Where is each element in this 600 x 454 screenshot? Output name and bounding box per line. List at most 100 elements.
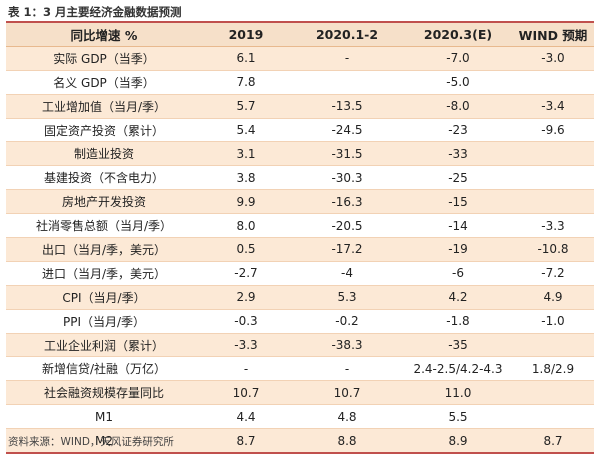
value-2019: 8.0 bbox=[202, 213, 290, 239]
table-row: M1 4.4 4.8 5.5 bbox=[6, 404, 594, 430]
row-label: 社会融资规模存量同比 bbox=[6, 380, 202, 406]
value-2019: 6.1 bbox=[202, 46, 290, 71]
value-2020-jan-feb: -20.5 bbox=[290, 213, 404, 239]
value-2020-jan-feb: 4.8 bbox=[290, 404, 404, 430]
value-wind-expectation: 8.7 bbox=[512, 428, 594, 454]
table-row: M2 8.7 8.8 8.9 8.7 bbox=[6, 428, 594, 454]
table-row: 实际 GDP（当季） 6.1- -7.0 -3.0 bbox=[6, 46, 594, 71]
value-2019: -0.3 bbox=[202, 309, 290, 334]
value-2020-jan-feb: -30.3 bbox=[290, 165, 404, 191]
row-label: PPI（当月/季） bbox=[6, 309, 202, 334]
value-2020-mar-estimate: -33 bbox=[404, 141, 512, 167]
table-row: 出口（当月/季，美元） 0.5 -17.2 -19 -10.8 bbox=[6, 237, 594, 262]
value-wind-expectation: 4.9 bbox=[512, 285, 594, 310]
value-2020-jan-feb: 5.3 bbox=[290, 285, 404, 310]
value-2020-jan-feb: -17.2 bbox=[290, 237, 404, 262]
value-2020-mar-estimate: -7.0 bbox=[404, 46, 512, 71]
value-wind-expectation bbox=[512, 70, 594, 95]
value-wind-expectation: -9.6 bbox=[512, 118, 594, 143]
table-row: 进口（当月/季，美元） -2.7 -4 -6 -7.2 bbox=[6, 261, 594, 286]
row-label: 实际 GDP（当季） bbox=[6, 46, 202, 71]
value-2020-mar-estimate: 2.4-2.5/4.2-4.3 bbox=[404, 356, 512, 382]
value-2020-mar-estimate: -35 bbox=[404, 333, 512, 358]
row-label: 固定资产投资（累计） bbox=[6, 118, 202, 143]
value-2020-jan-feb: 10.7 bbox=[290, 380, 404, 406]
value-2019: 2.9 bbox=[202, 285, 290, 310]
value-2020-jan-feb: -13.5 bbox=[290, 94, 404, 119]
row-label: 社消零售总额（当月/季） bbox=[6, 213, 202, 239]
table-caption: 表 1：3 月主要经济金融数据预测 bbox=[8, 5, 182, 19]
value-2020-jan-feb: -4 bbox=[290, 261, 404, 286]
value-wind-expectation: -10.8 bbox=[512, 237, 594, 262]
value-2020-mar-estimate: -8.0 bbox=[404, 94, 512, 119]
table-row: 房地产开发投资 9.9 -16.3 -15 bbox=[6, 189, 594, 215]
table-row: 工业企业利润（累计） -3.3 -38.3 -35 bbox=[6, 333, 594, 358]
table-row: 社会融资规模存量同比 10.7 10.7 11.0 bbox=[6, 380, 594, 406]
table-row: 制造业投资 3.1 -31.5 -33 bbox=[6, 141, 594, 167]
row-label: 名义 GDP（当季） bbox=[6, 70, 202, 95]
source-note: 资料来源：WIND，天风证券研究所 bbox=[8, 436, 174, 448]
value-2020-mar-estimate: -5.0 bbox=[404, 70, 512, 95]
table-row: 名义 GDP（当季） 7.8 -5.0 bbox=[6, 70, 594, 95]
value-2020-mar-estimate: 8.9 bbox=[404, 428, 512, 454]
value-2020-jan-feb: -16.3 bbox=[290, 189, 404, 215]
value-2020-jan-feb: - bbox=[290, 356, 404, 382]
value-2019: 10.7 bbox=[202, 380, 290, 406]
row-label: M2 bbox=[6, 428, 202, 454]
row-label: 出口（当月/季，美元） bbox=[6, 237, 202, 262]
value-2020-mar-estimate: 4.2 bbox=[404, 285, 512, 310]
value-wind-expectation bbox=[512, 189, 594, 215]
header-2020-mar-estimate: 2020.3(E) bbox=[404, 23, 512, 47]
value-2019: -3.3 bbox=[202, 333, 290, 358]
table-row: 工业增加值（当月/季） 5.7 -13.5 -8.0 -3.4 bbox=[6, 94, 594, 119]
row-label: 进口（当月/季，美元） bbox=[6, 261, 202, 286]
value-wind-expectation: -7.2 bbox=[512, 261, 594, 286]
header-2019: 2019 bbox=[202, 23, 290, 47]
value-2019: 8.7 bbox=[202, 428, 290, 454]
value-2020-jan-feb: 8.8 bbox=[290, 428, 404, 454]
value-2020-jan-feb: -38.3 bbox=[290, 333, 404, 358]
value-wind-expectation bbox=[512, 404, 594, 430]
table-row: 基建投资（不含电力） 3.8 -30.3 -25 bbox=[6, 165, 594, 191]
value-2020-mar-estimate: 11.0 bbox=[404, 380, 512, 406]
table-header-row: 同比增速 % 2019 2020.1-2 2020.3(E) WIND 预期 bbox=[6, 23, 594, 47]
value-2020-mar-estimate: -1.8 bbox=[404, 309, 512, 334]
value-wind-expectation: -3.3 bbox=[512, 213, 594, 239]
value-wind-expectation: -3.0 bbox=[512, 46, 594, 71]
value-2019: 5.7 bbox=[202, 94, 290, 119]
value-2020-jan-feb: - bbox=[290, 46, 404, 71]
value-2019: 0.5 bbox=[202, 237, 290, 262]
row-label: CPI（当月/季） bbox=[6, 285, 202, 310]
value-2020-mar-estimate: -6 bbox=[404, 261, 512, 286]
value-2020-mar-estimate: -19 bbox=[404, 237, 512, 262]
header-wind-expectation: WIND 预期 bbox=[512, 23, 594, 47]
value-2019: 9.9 bbox=[202, 189, 290, 215]
value-2020-mar-estimate: -23 bbox=[404, 118, 512, 143]
value-wind-expectation bbox=[512, 333, 594, 358]
value-2020-mar-estimate: -25 bbox=[404, 165, 512, 191]
value-wind-expectation bbox=[512, 141, 594, 167]
header-2020-jan-feb: 2020.1-2 bbox=[290, 23, 404, 47]
value-2019: - bbox=[202, 356, 290, 382]
table-row: 固定资产投资（累计） 5.4 -24.5 -23 -9.6 bbox=[6, 118, 594, 143]
value-2020-jan-feb: -0.2 bbox=[290, 309, 404, 334]
row-label: 基建投资（不含电力） bbox=[6, 165, 202, 191]
row-label: 工业企业利润（累计） bbox=[6, 333, 202, 358]
row-label: M1 bbox=[6, 404, 202, 430]
table-row: CPI（当月/季） 2.9 5.3 4.2 4.9 bbox=[6, 285, 594, 310]
value-2019: 4.4 bbox=[202, 404, 290, 430]
row-label: 制造业投资 bbox=[6, 141, 202, 167]
forecast-table: 同比增速 % 2019 2020.1-2 2020.3(E) WIND 预期 实… bbox=[6, 23, 594, 454]
row-label: 工业增加值（当月/季） bbox=[6, 94, 202, 119]
value-wind-expectation: 1.8/2.9 bbox=[512, 356, 594, 382]
header-indicator: 同比增速 % bbox=[6, 23, 202, 47]
table-body: 实际 GDP（当季） 6.1- -7.0 -3.0 名义 GDP（当季） 7.8 -5.0 工… bbox=[6, 46, 594, 454]
value-wind-expectation bbox=[512, 380, 594, 406]
value-wind-expectation bbox=[512, 165, 594, 191]
value-2020-jan-feb bbox=[290, 70, 404, 95]
value-2019: -2.7 bbox=[202, 261, 290, 286]
value-2019: 3.1 bbox=[202, 141, 290, 167]
value-2020-mar-estimate: 5.5 bbox=[404, 404, 512, 430]
value-2020-mar-estimate: -14 bbox=[404, 213, 512, 239]
value-wind-expectation: -1.0 bbox=[512, 309, 594, 334]
